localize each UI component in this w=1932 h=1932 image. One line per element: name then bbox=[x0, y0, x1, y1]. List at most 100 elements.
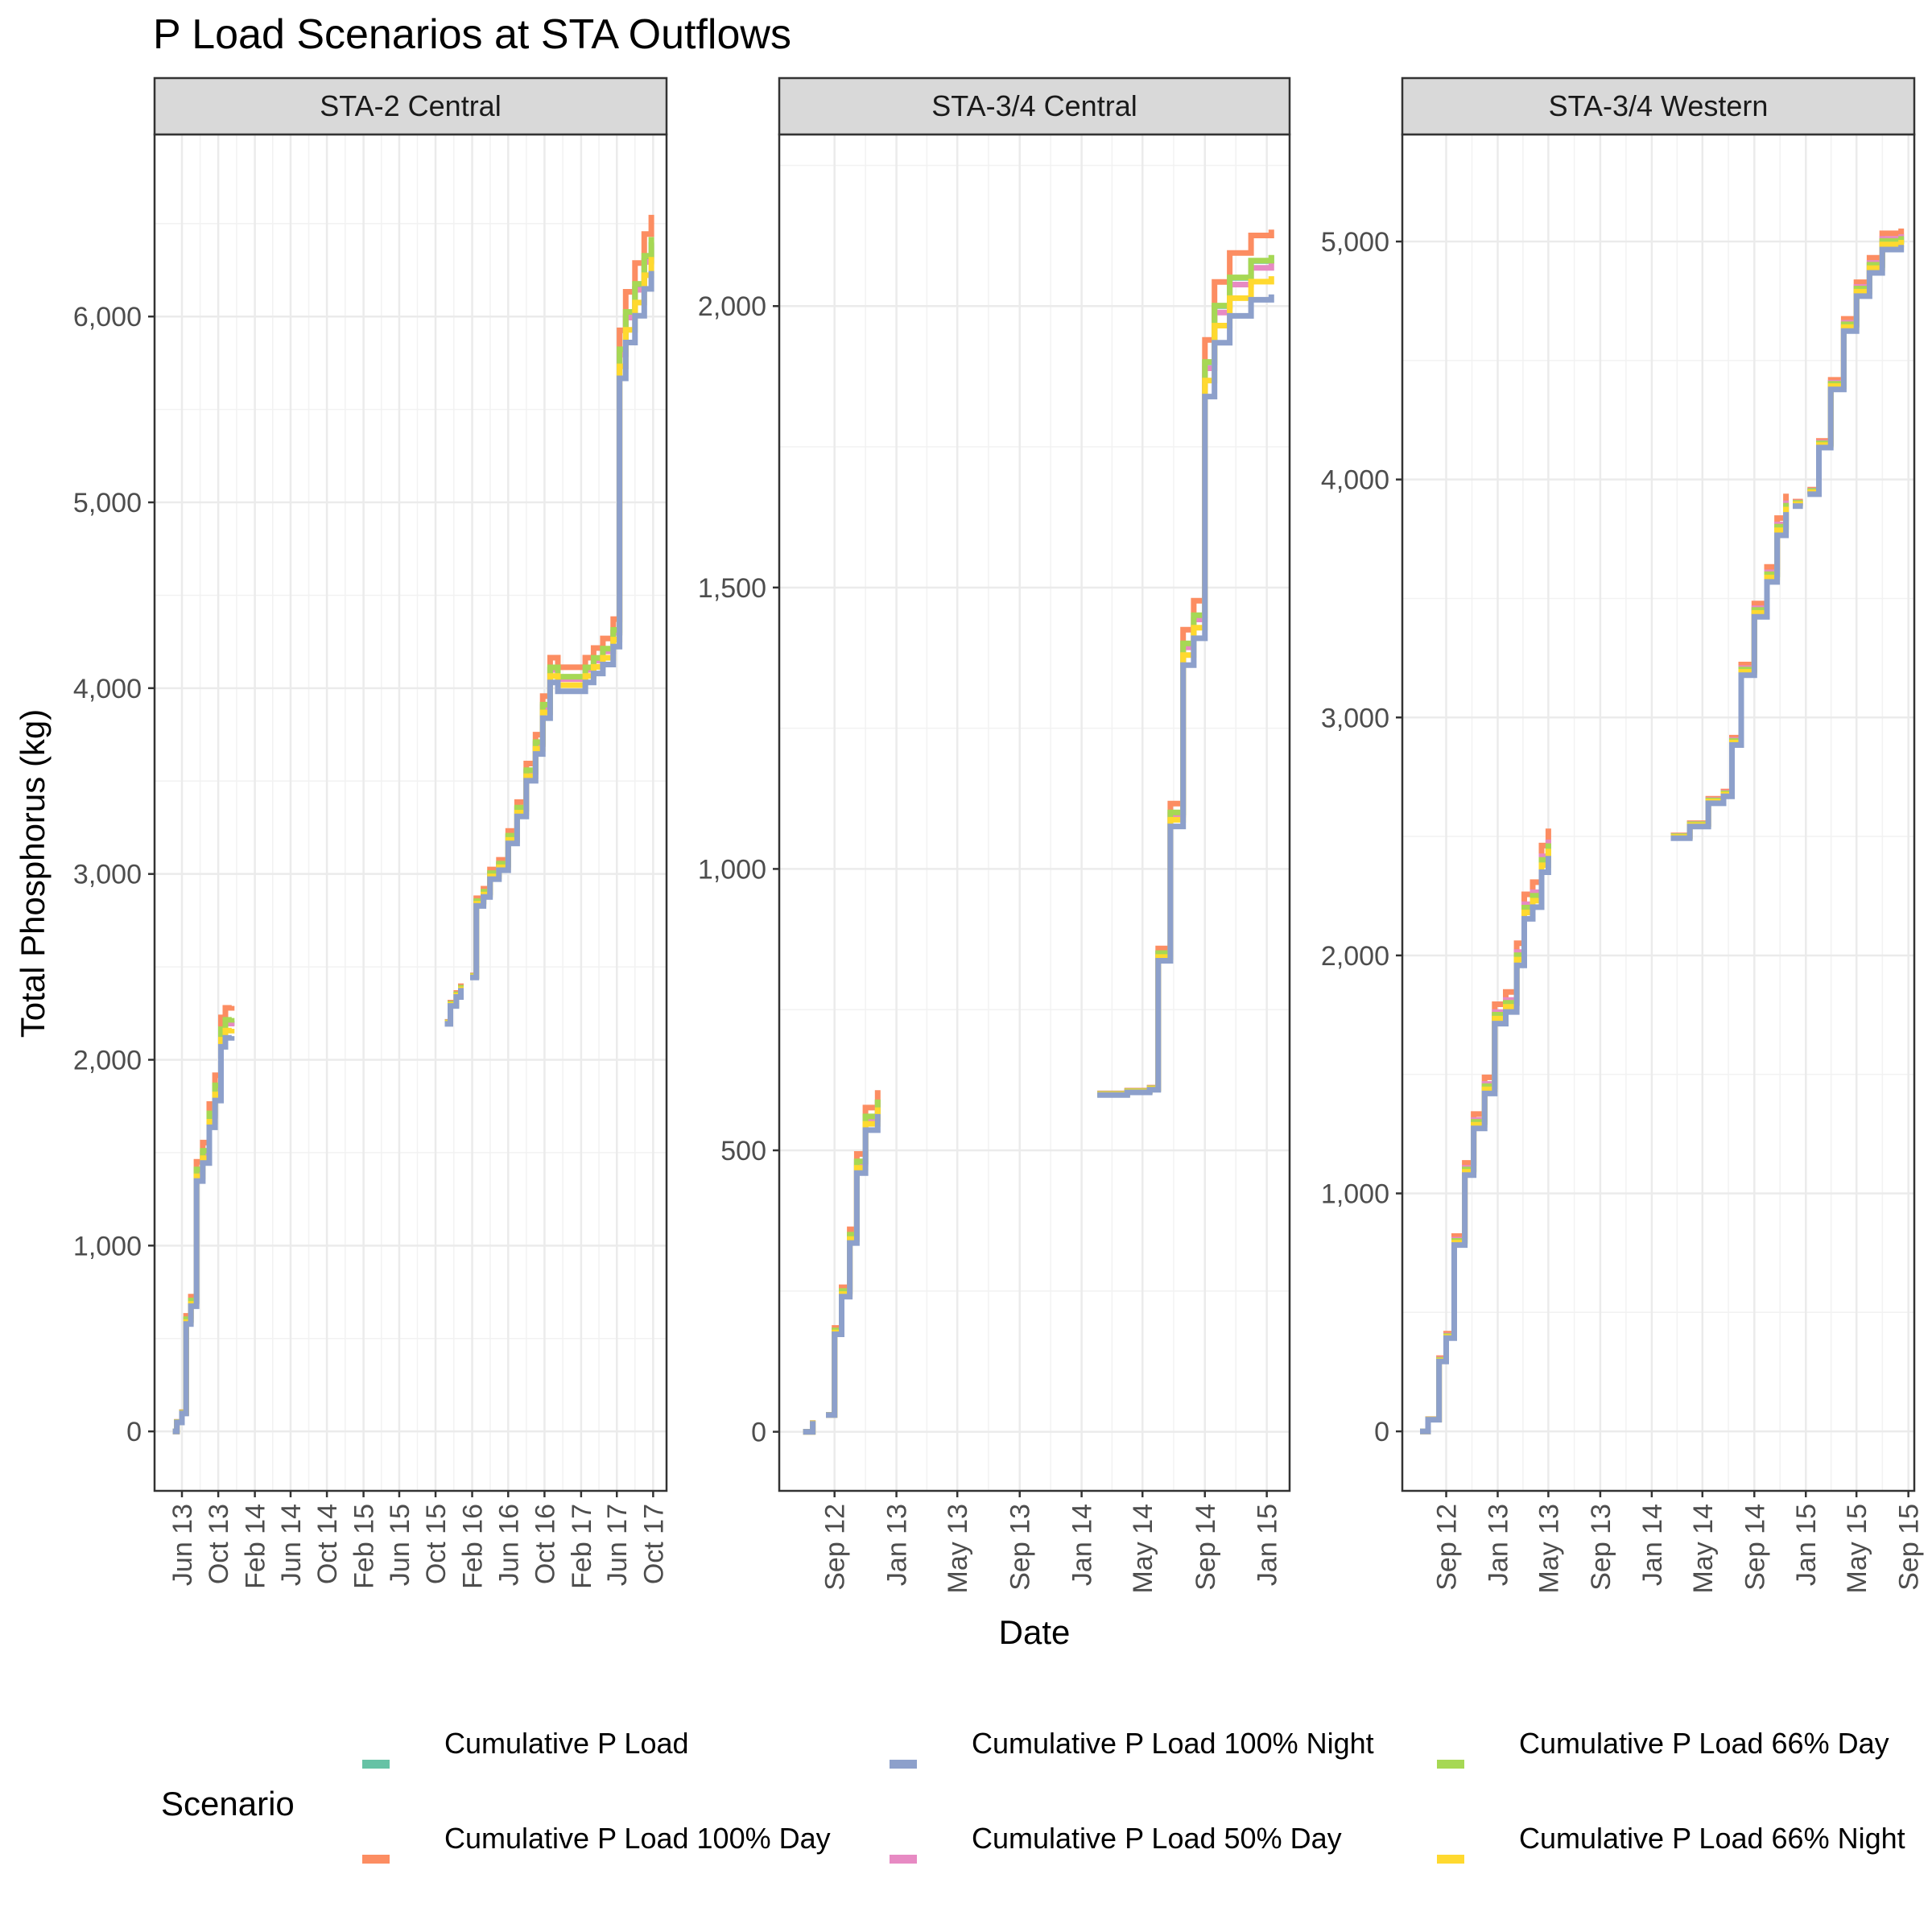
legend-item: Cumulative P Load 100% Night bbox=[890, 1727, 1374, 1769]
x-tick-label: Jan 14 bbox=[1637, 1504, 1668, 1586]
y-tick-label: 0 bbox=[1374, 1417, 1389, 1447]
y-tick-label: 2,000 bbox=[698, 291, 766, 322]
x-tick-label: Jun 13 bbox=[167, 1504, 198, 1586]
x-tick-label: Jun 16 bbox=[493, 1504, 524, 1586]
y-tick-label: 3,000 bbox=[1321, 703, 1389, 733]
x-tick-label: Jun 15 bbox=[385, 1504, 415, 1586]
series-line bbox=[1670, 512, 1790, 841]
facet-strip-label: STA-3/4 Central bbox=[931, 89, 1137, 122]
x-tick-label: Feb 17 bbox=[567, 1504, 597, 1589]
x-tick-label: Feb 16 bbox=[458, 1504, 489, 1589]
x-tick-label: Jan 14 bbox=[1067, 1504, 1098, 1586]
x-axis: Sep 12 Jan 13 May 13 Sep 13 Jan 14 May 14 Sep … bbox=[820, 1491, 1283, 1594]
x-tick-label: Jun 14 bbox=[276, 1504, 307, 1586]
x-tick-label: Jan 15 bbox=[1791, 1504, 1822, 1586]
x-tick-label: Sep 14 bbox=[1191, 1504, 1221, 1591]
legend-item: Cumulative P Load 66% Night bbox=[1437, 1822, 1905, 1864]
legend-key bbox=[362, 1855, 390, 1864]
legend-key bbox=[890, 1760, 917, 1769]
legend-item: Cumulative P Load 66% Day bbox=[1437, 1727, 1889, 1769]
x-tick-label: Sep 14 bbox=[1740, 1504, 1770, 1591]
x-axis: Sep 12 Jan 13 May 13 Sep 13 Jan 14 May 14 Sep … bbox=[1432, 1491, 1925, 1594]
legend-item: Cumulative P Load bbox=[362, 1727, 689, 1769]
series-lines bbox=[172, 214, 654, 1435]
legend-title: Scenario bbox=[161, 1785, 295, 1823]
y-tick-label: 1,000 bbox=[73, 1231, 142, 1261]
x-tick-label: Jan 13 bbox=[1483, 1504, 1513, 1586]
x-tick-label: May 13 bbox=[943, 1504, 973, 1594]
x-axis-title: Date bbox=[999, 1613, 1071, 1651]
x-tick-label: Sep 13 bbox=[1586, 1504, 1616, 1591]
legend-label: Cumulative P Load 66% Day bbox=[1519, 1727, 1889, 1760]
x-tick-label: May 14 bbox=[1688, 1504, 1719, 1594]
series-line bbox=[826, 1113, 881, 1418]
x-tick-label: May 15 bbox=[1842, 1504, 1872, 1594]
grid-lines bbox=[1402, 134, 1914, 1491]
x-tick-label: Jan 13 bbox=[882, 1504, 913, 1586]
series-line bbox=[1807, 245, 1905, 497]
x-tick-label: Jan 15 bbox=[1253, 1504, 1283, 1586]
series-line bbox=[1097, 294, 1274, 1098]
y-axis: 0 1,000 2,000 3,000 4,000 5,000 bbox=[1321, 227, 1402, 1447]
facet-strip bbox=[153, 76, 668, 136]
y-tick-label: 5,000 bbox=[73, 488, 142, 518]
y-tick-label: 5,000 bbox=[1321, 227, 1389, 258]
series-line bbox=[1420, 856, 1551, 1435]
facet-strip bbox=[1401, 76, 1916, 136]
facet-strip-label: STA-2 Central bbox=[320, 89, 501, 122]
y-tick-label: 1,000 bbox=[698, 854, 766, 885]
y-tick-label: 4,000 bbox=[1321, 465, 1389, 496]
legend-label: Cumulative P Load bbox=[444, 1727, 689, 1760]
series-line bbox=[803, 1421, 816, 1435]
legend-item: Cumulative P Load 50% Day bbox=[890, 1822, 1342, 1864]
legend-key bbox=[1437, 1760, 1464, 1769]
x-tick-label: Sep 13 bbox=[1005, 1504, 1036, 1591]
y-axis-title: Total Phosphorus (kg) bbox=[14, 709, 52, 1038]
legend-key bbox=[890, 1855, 917, 1864]
legend-label: Cumulative P Load 50% Day bbox=[972, 1822, 1342, 1855]
y-tick-label: 500 bbox=[720, 1136, 766, 1166]
series-lines bbox=[1420, 228, 1905, 1435]
x-tick-label: May 14 bbox=[1128, 1504, 1158, 1594]
legend-item: Cumulative P Load 100% Day bbox=[362, 1822, 831, 1864]
facet-strip bbox=[778, 76, 1291, 136]
x-tick-label: Oct 13 bbox=[204, 1504, 234, 1584]
y-tick-label: 0 bbox=[126, 1417, 142, 1447]
x-tick-label: Oct 14 bbox=[312, 1504, 343, 1584]
x-tick-label: Feb 15 bbox=[349, 1504, 380, 1589]
facet-panel: STA-3/4 Central 0 500 1,000 1,500 2,000 Sep 12… bbox=[698, 76, 1291, 1594]
facet-panel: STA-2 Central 0 1,000 2,000 3,000 4,000 5,000 6… bbox=[73, 76, 669, 1589]
legend-key bbox=[1437, 1855, 1464, 1864]
y-tick-label: 1,000 bbox=[1321, 1179, 1389, 1209]
x-tick-label: Oct 16 bbox=[530, 1504, 560, 1584]
x-tick-label: Oct 15 bbox=[421, 1504, 452, 1584]
y-tick-label: 3,000 bbox=[73, 860, 142, 890]
grid-lines bbox=[155, 134, 667, 1491]
legend-label: Cumulative P Load 100% Night bbox=[972, 1727, 1374, 1760]
y-tick-label: 0 bbox=[751, 1418, 766, 1448]
chart-title: P Load Scenarios at STA Outflows bbox=[153, 11, 791, 58]
panel-background bbox=[1402, 134, 1914, 1491]
x-tick-label: Sep 12 bbox=[820, 1504, 851, 1591]
facet-panels: STA-2 Central 0 1,000 2,000 3,000 4,000 5,000 6… bbox=[73, 76, 1925, 1594]
legend-label: Cumulative P Load 66% Night bbox=[1519, 1822, 1905, 1855]
x-tick-label: Sep 12 bbox=[1432, 1504, 1463, 1591]
y-tick-label: 2,000 bbox=[1321, 941, 1389, 972]
legend-label: Cumulative P Load 100% Day bbox=[444, 1822, 831, 1855]
facet-panel: STA-3/4 Western 0 1,000 2,000 3,000 4,000 5,00… bbox=[1321, 76, 1925, 1594]
series-line bbox=[172, 1034, 235, 1435]
x-axis: Jun 13 Oct 13 Feb 14 Jun 14 Oct 14 Feb 15 Jun … bbox=[167, 1491, 669, 1589]
y-tick-label: 4,000 bbox=[73, 674, 142, 704]
x-tick-label: Oct 17 bbox=[638, 1504, 669, 1584]
y-tick-label: 6,000 bbox=[73, 302, 142, 332]
legend-key bbox=[362, 1760, 390, 1769]
y-axis: 0 1,000 2,000 3,000 4,000 5,000 6,000 bbox=[73, 302, 155, 1447]
legend: Scenario Cumulative P Load Cumulative P L… bbox=[161, 1727, 1905, 1864]
facet-strip-label: STA-3/4 Western bbox=[1549, 89, 1769, 122]
series-line bbox=[470, 270, 654, 980]
y-tick-label: 1,500 bbox=[698, 573, 766, 604]
y-axis: 0 500 1,000 1,500 2,000 bbox=[698, 291, 779, 1448]
y-tick-label: 2,000 bbox=[73, 1045, 142, 1075]
